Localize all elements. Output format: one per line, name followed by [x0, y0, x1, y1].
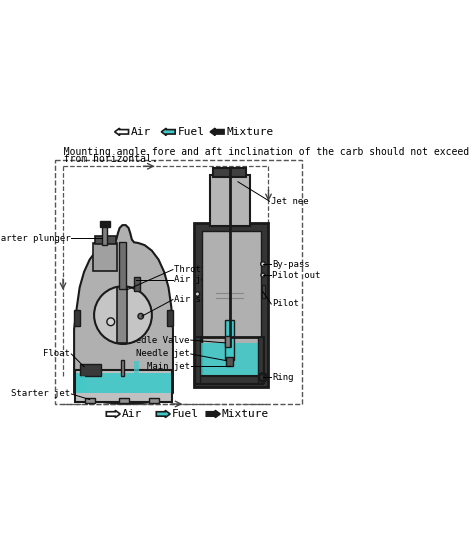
- Bar: [118, 287, 128, 343]
- Bar: [100, 221, 109, 227]
- Bar: [134, 361, 138, 373]
- Bar: [194, 224, 268, 387]
- Bar: [95, 236, 116, 244]
- Text: Pilot: Pilot: [273, 300, 299, 308]
- Bar: [195, 337, 263, 382]
- Bar: [93, 243, 118, 270]
- Text: Needle jet: Needle jet: [136, 350, 190, 358]
- Text: from horizontal.: from horizontal.: [52, 154, 158, 164]
- Bar: [134, 277, 140, 291]
- Text: Pilot out: Pilot out: [273, 270, 321, 280]
- Bar: [258, 337, 263, 383]
- Text: Ring: Ring: [273, 373, 294, 382]
- Bar: [167, 310, 173, 326]
- Bar: [195, 376, 263, 384]
- Bar: [118, 399, 128, 403]
- Bar: [226, 357, 233, 366]
- Bar: [118, 242, 126, 289]
- Bar: [225, 336, 229, 348]
- Text: Air screw: Air screw: [174, 295, 222, 304]
- Text: Jet nee: Jet nee: [271, 197, 308, 206]
- Text: Starter plunger: Starter plunger: [0, 234, 70, 243]
- Text: Air: Air: [131, 127, 151, 137]
- Text: Air: Air: [122, 409, 142, 419]
- Bar: [102, 225, 108, 244]
- Text: Main jet: Main jet: [146, 362, 190, 371]
- Bar: [76, 376, 85, 390]
- FancyArrow shape: [206, 411, 220, 418]
- Text: By-pass: By-pass: [273, 260, 310, 268]
- Text: Fuel: Fuel: [177, 127, 204, 137]
- Bar: [85, 399, 95, 403]
- Text: Starter jet: Starter jet: [11, 389, 70, 399]
- Text: Mounting angle fore and aft inclination of the carb should not exceed approx 20 : Mounting angle fore and aft inclination …: [52, 147, 474, 157]
- Bar: [195, 337, 200, 383]
- Circle shape: [261, 273, 265, 277]
- Text: Float: Float: [43, 350, 70, 358]
- FancyArrow shape: [115, 128, 128, 135]
- Text: Mixture: Mixture: [222, 409, 269, 419]
- Text: Air jet: Air jet: [174, 275, 212, 284]
- Text: Mixture: Mixture: [226, 127, 273, 137]
- Circle shape: [138, 313, 144, 319]
- Bar: [121, 359, 124, 376]
- Bar: [74, 310, 80, 326]
- Bar: [225, 319, 234, 359]
- Bar: [149, 399, 159, 403]
- Text: Fuel: Fuel: [172, 409, 199, 419]
- Bar: [213, 168, 246, 177]
- Bar: [262, 285, 265, 299]
- Circle shape: [107, 318, 115, 326]
- Circle shape: [94, 286, 152, 344]
- Polygon shape: [74, 225, 173, 403]
- Bar: [210, 175, 250, 226]
- FancyArrow shape: [210, 128, 224, 135]
- Text: Needle Valve: Needle Valve: [125, 336, 190, 345]
- Bar: [75, 370, 172, 402]
- Text: Throttle valve: Throttle valve: [174, 265, 249, 274]
- FancyArrow shape: [106, 411, 120, 418]
- FancyArrow shape: [156, 411, 170, 418]
- Bar: [55, 160, 302, 404]
- FancyArrow shape: [161, 128, 175, 135]
- Bar: [80, 364, 101, 376]
- Circle shape: [195, 292, 200, 296]
- Bar: [76, 374, 171, 394]
- Bar: [202, 231, 261, 381]
- Circle shape: [261, 262, 265, 266]
- Polygon shape: [196, 343, 262, 377]
